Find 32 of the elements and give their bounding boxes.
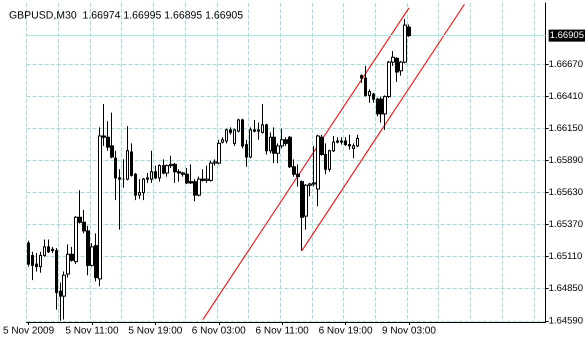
x-tick-label: 5 Nov 2009 bbox=[2, 326, 55, 336]
candlestick bbox=[225, 128, 228, 144]
y-tick-label: 1.65370 bbox=[548, 219, 584, 230]
candlestick bbox=[158, 164, 161, 182]
candlestick bbox=[47, 238, 50, 254]
candlestick bbox=[209, 160, 213, 182]
candlestick bbox=[340, 136, 343, 146]
y-tick-label: 1.66410 bbox=[548, 91, 584, 102]
candlestick bbox=[272, 126, 276, 164]
y-tick-label: 1.65630 bbox=[548, 187, 584, 198]
x-tick-label: 6 Nov 03:00 bbox=[192, 326, 246, 336]
candlestick bbox=[185, 168, 189, 185]
candlestick bbox=[344, 136, 347, 146]
x-tick-label: 6 Nov 19:00 bbox=[318, 326, 373, 336]
y-tick-label: 1.64590 bbox=[548, 315, 584, 326]
y-tick-label: 1.66150 bbox=[548, 123, 584, 134]
y-tick-label: 1.66670 bbox=[548, 59, 584, 70]
candlestick bbox=[150, 150, 153, 184]
candlestick bbox=[217, 139, 221, 165]
x-tick-label: 6 Nov 11:00 bbox=[256, 326, 310, 336]
y-tick-label: 1.64850 bbox=[548, 283, 584, 294]
x-tick-label: 5 Nov 11:00 bbox=[65, 326, 119, 336]
candlestick bbox=[296, 164, 300, 188]
text: GBPUSD,M30 1.66974 1.66995 1.66895 1.66905 bbox=[9, 10, 244, 22]
candlestick bbox=[142, 177, 145, 201]
y-tick-label: 1.65110 bbox=[548, 251, 582, 262]
candlestick bbox=[316, 134, 320, 207]
x-tick-label: 9 Nov 03:00 bbox=[382, 326, 436, 336]
y-tick-label: 1.65890 bbox=[548, 155, 584, 166]
ref-line-label: 1.66905 bbox=[550, 30, 584, 42]
candlestick bbox=[300, 180, 304, 252]
x-tick-label: 5 Nov 19:00 bbox=[128, 326, 183, 336]
